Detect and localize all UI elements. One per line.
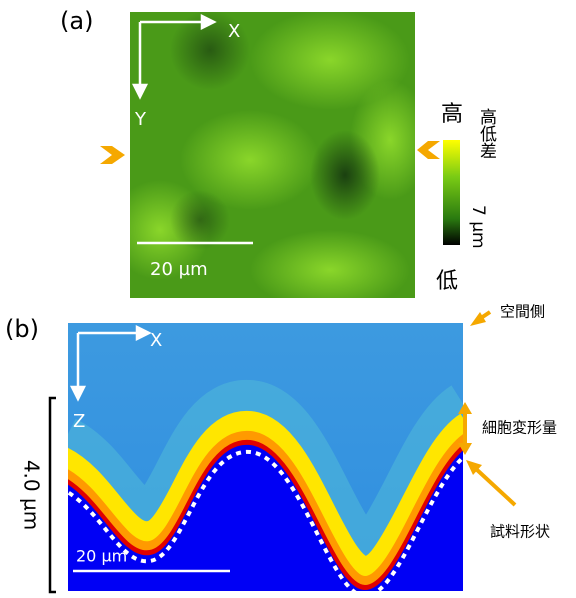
- scale-bar-label: 20 µm: [76, 547, 127, 566]
- colorbar-low: 低: [436, 269, 458, 294]
- colorbar-high: 高: [441, 102, 463, 127]
- height-map: [130, 12, 415, 298]
- panel-label: (b): [5, 315, 39, 343]
- axis-label: X: [150, 330, 162, 351]
- axis-label: Y: [134, 109, 147, 130]
- annotation-arrows: [458, 310, 517, 507]
- colorbar-range: 7 µm: [468, 205, 488, 249]
- annotation: 細胞変形量: [482, 419, 557, 437]
- axes-a: [131, 13, 253, 245]
- colorbar-title: 高低差: [476, 108, 497, 159]
- axis-label: X: [228, 21, 240, 42]
- annotation: 試料形状: [490, 523, 550, 541]
- panel-label: (a): [60, 7, 93, 35]
- marker: [417, 141, 440, 159]
- cross-section: [68, 323, 463, 591]
- marker: [100, 146, 125, 164]
- axis-label: Z: [73, 411, 85, 432]
- height-bracket: [48, 396, 56, 594]
- colorbar: [443, 140, 460, 245]
- scale-bar-label: 20 µm: [150, 259, 208, 280]
- height-label: 4.0 µm: [20, 460, 44, 530]
- annotation: 空間側: [500, 303, 545, 321]
- axes-b: [69, 324, 230, 573]
